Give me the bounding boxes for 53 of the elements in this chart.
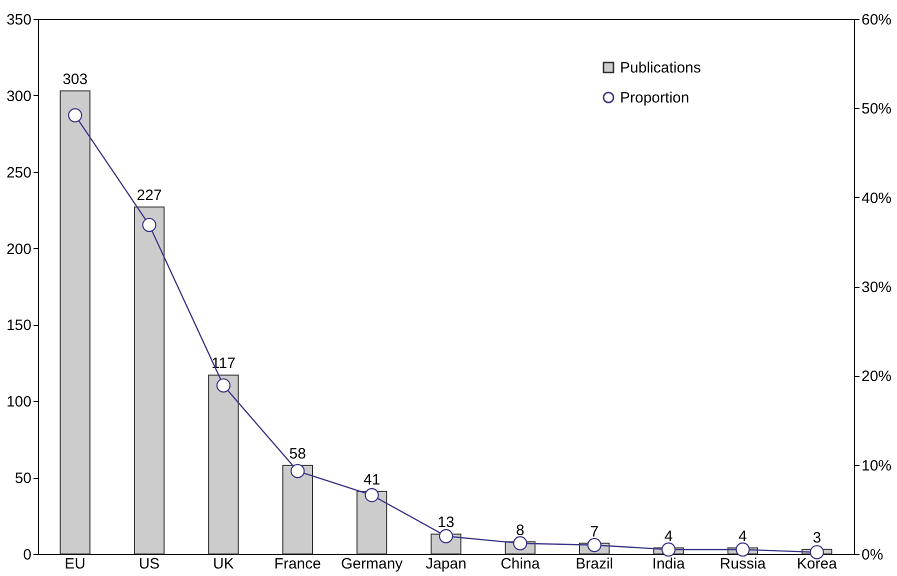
x-tick-label: Germany [340, 556, 404, 572]
bar [208, 374, 239, 554]
point [438, 529, 454, 544]
bar [134, 206, 165, 554]
y2-tick-label: 20% [862, 368, 892, 386]
legend-label: Proportion [620, 90, 690, 106]
y2-tick-label: 10% [862, 457, 892, 474]
data-label: 7 [590, 523, 599, 540]
bar [356, 490, 388, 554]
point [364, 488, 379, 502]
x-tick-label: China [500, 556, 540, 572]
point [587, 538, 602, 552]
x-tick-label: UK [213, 556, 234, 572]
y2-tick-label: 60% [862, 12, 892, 28]
point [68, 108, 82, 122]
data-label: 3 [812, 529, 822, 546]
point [290, 464, 305, 478]
x-tick-label: Korea [796, 556, 838, 572]
x-tick-label: India [652, 556, 686, 572]
data-label: 4 [664, 528, 673, 545]
point [736, 542, 750, 557]
data-label: 303 [62, 70, 88, 88]
y2-tick-label: 30% [862, 279, 892, 296]
data-label: 58 [289, 445, 306, 462]
y2-tick-label: 0% [862, 546, 884, 564]
bar [60, 90, 90, 554]
data-label: 227 [136, 187, 162, 204]
data-label: 41 [363, 471, 380, 488]
data-label: 4 [738, 528, 747, 545]
x-tick-label: Japan [426, 556, 466, 572]
y-tick-label: 0 [23, 546, 32, 564]
y-tick-label: 100 [6, 394, 32, 411]
y-tick-label: 350 [6, 12, 32, 28]
y-tick-label: 150 [6, 317, 32, 334]
data-label: 13 [438, 514, 454, 532]
y2-tick-label: 40% [862, 190, 892, 207]
bar [282, 464, 313, 554]
point [513, 536, 528, 550]
x-tick-label: France [274, 556, 321, 572]
point [661, 542, 676, 557]
x-tick-label: Russia [720, 556, 766, 572]
y-tick-label: 250 [6, 164, 32, 182]
x-tick-label: EU [64, 556, 86, 572]
y-tick-label: 300 [6, 88, 32, 105]
data-label: 8 [516, 522, 524, 539]
point [142, 218, 156, 232]
point [216, 378, 231, 393]
x-tick-label: Brazil [576, 556, 614, 572]
legend-label: Publications [620, 60, 701, 76]
y2-tick-label: 50% [862, 100, 892, 118]
x-tick-label: US [138, 556, 160, 572]
y-tick-label: 50 [14, 470, 32, 488]
y-tick-label: 200 [6, 240, 32, 258]
